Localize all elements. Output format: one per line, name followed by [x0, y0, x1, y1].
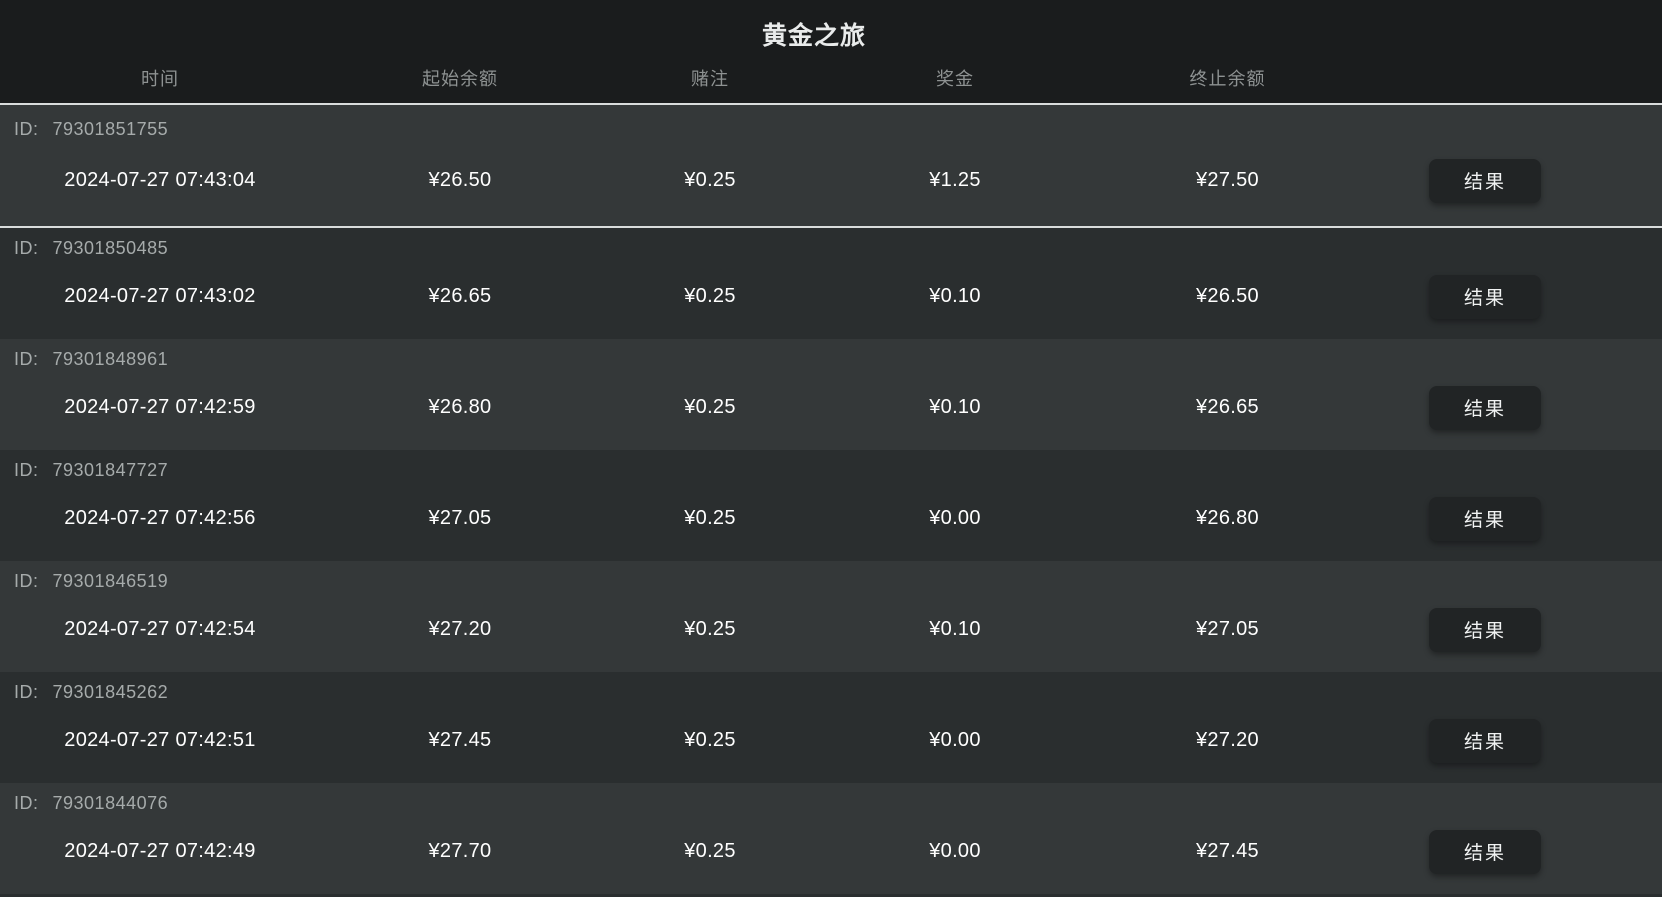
row-start-balance: ¥27.45	[428, 729, 492, 751]
history-row: ID: 79301851755 2024-07-27 07:43:04 ¥26.5…	[0, 105, 1662, 226]
row-prize: ¥0.00	[929, 840, 981, 862]
row-start-balance: ¥26.50	[428, 169, 492, 191]
row-id-value: 79301848961	[52, 349, 169, 369]
row-id-label: ID:	[14, 238, 39, 258]
row-content: 2024-07-27 07:42:56 ¥27.05 ¥0.25 ¥0.00 ¥…	[0, 484, 1662, 553]
row-content: 2024-07-27 07:42:51 ¥27.45 ¥0.25 ¥0.00 ¥…	[0, 706, 1662, 775]
row-prize: ¥0.00	[929, 507, 981, 529]
header-divider	[0, 103, 1662, 105]
row-time: 2024-07-27 07:42:49	[64, 840, 256, 862]
row-id-value: 79301850485	[52, 238, 169, 258]
row-id-line: ID: 79301846519	[0, 571, 1662, 595]
row-end-balance: ¥27.05	[1196, 618, 1259, 640]
history-row: ID: 79301848961 2024-07-27 07:42:59 ¥26.8…	[0, 339, 1662, 450]
column-header-time: 时间	[141, 69, 179, 89]
row-content: 2024-07-27 07:42:59 ¥26.80 ¥0.25 ¥0.10 ¥…	[0, 373, 1662, 442]
row-bet: ¥0.25	[684, 285, 736, 307]
row-divider	[0, 226, 1662, 228]
row-prize: ¥0.10	[929, 285, 981, 307]
row-id-label: ID:	[14, 349, 39, 369]
page-title: 黄金之旅	[761, 22, 866, 50]
row-prize: ¥0.10	[929, 618, 981, 640]
column-header-bet: 赌注	[691, 69, 729, 89]
row-id-line: ID: 79301848961	[0, 349, 1662, 373]
column-headers: 时间 起始余额 赌注 奖金 终止余额	[0, 65, 1662, 103]
row-bet: ¥0.25	[684, 618, 736, 640]
row-end-balance: ¥26.65	[1196, 396, 1259, 418]
row-bet: ¥0.25	[684, 729, 736, 751]
row-start-balance: ¥27.20	[428, 618, 492, 640]
row-id-value: 79301847727	[52, 460, 169, 480]
row-bet: ¥0.25	[684, 840, 736, 862]
row-start-balance: ¥27.05	[428, 507, 492, 529]
row-action-cell: 结果	[1365, 274, 1605, 319]
history-row: ID: 79301844076 2024-07-27 07:42:49 ¥27.7…	[0, 783, 1662, 894]
row-id-label: ID:	[14, 460, 39, 480]
row-start-balance: ¥26.80	[428, 396, 492, 418]
result-button[interactable]: 结果	[1429, 385, 1541, 430]
row-time: 2024-07-27 07:42:56	[64, 507, 256, 529]
row-id-label: ID:	[14, 571, 39, 591]
row-id-value: 79301844076	[52, 793, 169, 813]
row-content: 2024-07-27 07:42:54 ¥27.20 ¥0.25 ¥0.10 ¥…	[0, 595, 1662, 664]
row-content: 2024-07-27 07:43:02 ¥26.65 ¥0.25 ¥0.10 ¥…	[0, 262, 1662, 331]
row-bet: ¥0.25	[684, 507, 736, 529]
row-content: 2024-07-27 07:42:49 ¥27.70 ¥0.25 ¥0.00 ¥…	[0, 817, 1662, 886]
result-button[interactable]: 结果	[1429, 718, 1541, 763]
row-id-value: 79301851755	[52, 119, 169, 139]
result-button[interactable]: 结果	[1429, 274, 1541, 319]
history-row: ID: 79301847727 2024-07-27 07:42:56 ¥27.0…	[0, 450, 1662, 561]
row-prize: ¥0.00	[929, 729, 981, 751]
row-id-label: ID:	[14, 119, 39, 139]
column-header-prize: 奖金	[936, 69, 974, 89]
row-id-label: ID:	[14, 793, 39, 813]
result-button[interactable]: 结果	[1429, 829, 1541, 874]
row-time: 2024-07-27 07:43:04	[64, 169, 256, 191]
row-prize: ¥1.25	[929, 169, 981, 191]
row-time: 2024-07-27 07:42:59	[64, 396, 256, 418]
history-row: ID: 79301845262 2024-07-27 07:42:51 ¥27.4…	[0, 672, 1662, 783]
row-action-cell: 结果	[1365, 385, 1605, 430]
row-action-cell: 结果	[1365, 607, 1605, 652]
column-header-end-balance: 终止余额	[1189, 69, 1266, 89]
row-id-label: ID:	[14, 682, 39, 702]
row-time: 2024-07-27 07:43:02	[64, 285, 256, 307]
row-bet: ¥0.25	[684, 396, 736, 418]
header: 黄金之旅 时间 起始余额 赌注 奖金 终止余额	[0, 0, 1662, 103]
row-start-balance: ¥27.70	[428, 840, 492, 862]
result-button[interactable]: 结果	[1429, 607, 1541, 652]
history-row: ID: 79301850485 2024-07-27 07:43:02 ¥26.6…	[0, 228, 1662, 339]
row-id-value: 79301845262	[52, 682, 169, 702]
result-button[interactable]: 结果	[1429, 496, 1541, 541]
row-bet: ¥0.25	[684, 169, 736, 191]
history-list: ID: 79301851755 2024-07-27 07:43:04 ¥26.5…	[0, 105, 1662, 897]
row-id-line: ID: 79301850485	[0, 238, 1662, 262]
row-time: 2024-07-27 07:42:51	[64, 729, 256, 751]
history-row: ID: 79301846519 2024-07-27 07:42:54 ¥27.2…	[0, 561, 1662, 672]
row-id-value: 79301846519	[52, 571, 169, 591]
row-start-balance: ¥26.65	[428, 285, 492, 307]
row-action-cell: 结果	[1365, 496, 1605, 541]
row-prize: ¥0.10	[929, 396, 981, 418]
row-time: 2024-07-27 07:42:54	[64, 618, 256, 640]
row-end-balance: ¥27.20	[1196, 729, 1259, 751]
result-button[interactable]: 结果	[1429, 158, 1541, 203]
row-action-cell: 结果	[1365, 829, 1605, 874]
row-end-balance: ¥26.50	[1196, 285, 1259, 307]
column-header-start-balance: 起始余额	[422, 69, 498, 89]
history-row-partial	[0, 894, 1662, 897]
row-id-line: ID: 79301847727	[0, 460, 1662, 484]
row-content: 2024-07-27 07:43:04 ¥26.50 ¥0.25 ¥1.25 ¥…	[0, 143, 1662, 218]
row-id-line: ID: 79301844076	[0, 793, 1662, 817]
row-action-cell: 结果	[1365, 718, 1605, 763]
row-action-cell: 结果	[1365, 158, 1605, 203]
row-id-line: ID: 79301845262	[0, 682, 1662, 706]
row-end-balance: ¥26.80	[1196, 507, 1259, 529]
row-end-balance: ¥27.45	[1196, 840, 1259, 862]
row-end-balance: ¥27.50	[1196, 169, 1259, 191]
row-id-line: ID: 79301851755	[0, 119, 1662, 143]
